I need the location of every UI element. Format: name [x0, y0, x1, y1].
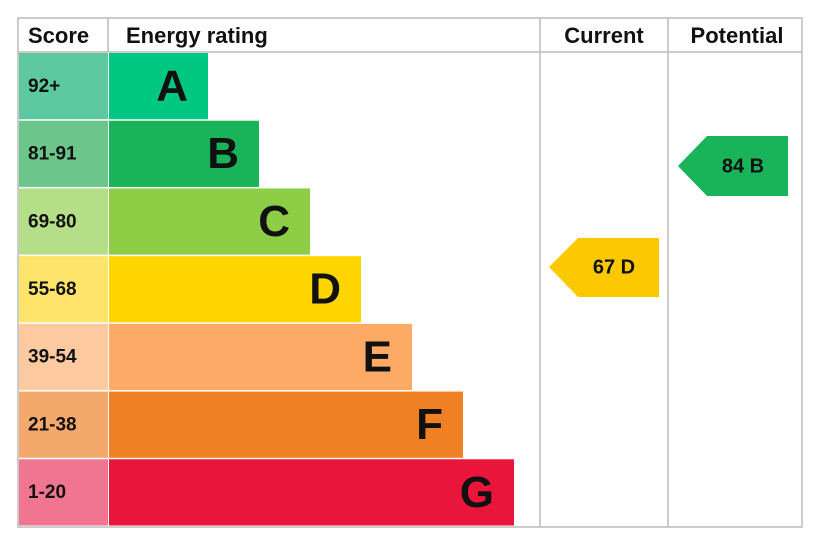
current-label: 67 D	[593, 256, 635, 278]
potential-label: 84 B	[722, 155, 764, 177]
band-letter: F	[416, 400, 443, 449]
score-range: 92+	[28, 76, 60, 97]
band-letter: B	[207, 129, 239, 178]
score-cell	[19, 120, 108, 187]
score-cell	[19, 53, 108, 120]
band-letter: G	[460, 468, 494, 517]
header-score: Score	[28, 23, 89, 48]
band-bar	[109, 188, 310, 255]
band-bar	[109, 256, 361, 323]
score-cell	[19, 188, 108, 255]
band-bar	[109, 459, 514, 526]
score-range: 81-91	[28, 144, 77, 165]
bands: 92+ A 81-91 B 69-80 C 55-68 D 39-54 E 21-38 F 1-20 G	[19, 53, 514, 526]
score-range: 39-54	[28, 347, 77, 368]
band-letter: E	[363, 332, 392, 381]
band-letter: A	[156, 61, 188, 110]
score-cell	[19, 391, 108, 458]
band-bar	[109, 391, 463, 458]
potential-arrow	[678, 136, 788, 196]
band-letter: C	[258, 197, 290, 246]
score-cell	[19, 256, 108, 323]
score-range: 1-20	[28, 482, 66, 503]
score-range: 69-80	[28, 211, 77, 232]
current-arrow	[549, 238, 659, 297]
header-current: Current	[564, 23, 644, 48]
score-range: 55-68	[28, 279, 77, 300]
band-bar	[109, 53, 208, 120]
header-rating: Energy rating	[126, 23, 268, 48]
band-bar	[109, 323, 412, 391]
score-cell	[19, 323, 108, 391]
band-bar	[109, 120, 259, 187]
header-potential: Potential	[691, 23, 784, 48]
score-range: 21-38	[28, 414, 77, 435]
score-cell	[19, 459, 108, 526]
band-letter: D	[309, 265, 341, 314]
